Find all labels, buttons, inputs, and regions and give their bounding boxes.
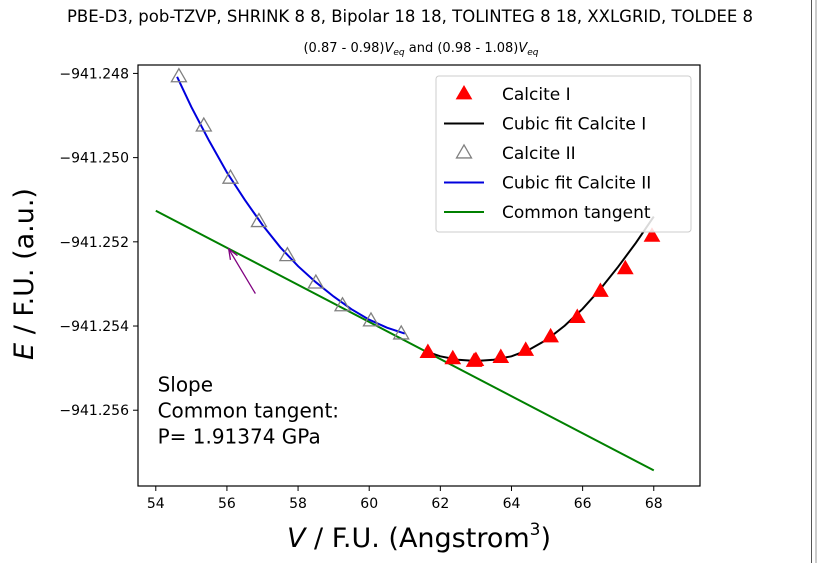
legend-label: Cubic fit Calcite I xyxy=(502,115,646,135)
annotation-line: P= 1.91374 GPa xyxy=(158,425,321,449)
annotation-arrowhead xyxy=(227,247,238,260)
calcite-ii-point xyxy=(362,311,380,327)
window-edge xyxy=(811,0,812,563)
calcite-i-point xyxy=(444,349,462,365)
x-axis-label-sup: 3 xyxy=(530,520,541,540)
calcite-ii-point xyxy=(392,324,410,340)
calcite-ii-point xyxy=(195,116,213,132)
legend-marker-swatch xyxy=(455,84,473,100)
y-tick-label: −941.250 xyxy=(59,151,129,167)
subtitle-middle: and (0.98 - 1.08) xyxy=(405,41,519,56)
plot-inner xyxy=(155,76,655,472)
legend-marker-swatch xyxy=(455,143,473,159)
legend-label: Calcite II xyxy=(502,144,576,164)
legend-label: Cubic fit Calcite II xyxy=(502,174,651,194)
plot-frame xyxy=(137,64,701,487)
y-tick-label: −941.248 xyxy=(59,66,129,82)
calcite-ii-point xyxy=(333,296,352,312)
subtitle-prefix: (0.87 - 0.98) xyxy=(303,41,384,56)
x-axis-label: V / F.U. (Angstrom3) xyxy=(287,520,551,554)
x-axis-label-close: ) xyxy=(540,523,551,554)
subtitle-sub1: eq xyxy=(393,48,405,58)
calcite-i-point xyxy=(568,308,586,324)
y-tick-label: −941.252 xyxy=(59,235,129,251)
calcite-i-point xyxy=(542,327,559,343)
cubic-fit-calcite-i-line xyxy=(427,216,655,363)
x-tick-label: 64 xyxy=(503,496,521,512)
y-tick-label: −941.256 xyxy=(59,403,129,419)
y-axis-label-text: / F.U. (a.u.) xyxy=(9,188,40,343)
cubic-fit-calcite-ii-line xyxy=(176,76,406,335)
subtitle-v1: V xyxy=(384,41,394,56)
calcite-i-point xyxy=(643,227,661,242)
calcite-i-point xyxy=(492,348,510,364)
common-tangent-line xyxy=(155,209,655,472)
calcite-ii-point xyxy=(307,273,325,289)
y-axis-label: E / F.U. (a.u.) xyxy=(9,188,40,360)
calcite-i-point xyxy=(419,343,437,358)
plot-area xyxy=(155,67,661,472)
calcite-i-point xyxy=(517,341,535,356)
x-tick-label: 68 xyxy=(645,496,663,512)
calcite-i-point xyxy=(467,351,485,366)
annotation-arrow xyxy=(228,248,256,294)
subtitle-v2: V xyxy=(518,41,528,56)
x-tick-label: 66 xyxy=(574,496,592,512)
x-axis-label-italic: V xyxy=(287,523,308,554)
x-tick-label: 56 xyxy=(218,496,236,512)
x-tick-label: 62 xyxy=(431,496,449,512)
window-edge-shadow xyxy=(815,0,817,563)
legend-label: Common tangent xyxy=(502,203,651,223)
chart-subtitle: (0.87 - 0.98)Veq and (0.98 - 1.08)Veq xyxy=(303,41,538,58)
calcite-ii-point xyxy=(250,212,268,228)
calcite-ii-point xyxy=(278,246,297,262)
calcite-ii-point xyxy=(170,67,188,83)
y-axis-label-italic: E xyxy=(9,343,40,360)
calcite-i-point xyxy=(616,259,634,275)
legend: Calcite I Cubic fit Calcite I Calcite II Cu… xyxy=(435,75,692,233)
y-tick-label: −941.254 xyxy=(59,319,129,335)
x-tick-label: 58 xyxy=(289,496,307,512)
x-tick-label: 60 xyxy=(360,496,378,512)
chart-title: PBE-D3, pob-TZVP, SHRINK 8 8, Bipolar 18… xyxy=(67,7,753,26)
calcite-ii-point xyxy=(221,168,240,184)
x-axis-label-text: / F.U. (Angstrom xyxy=(305,523,529,554)
calcite-i-point xyxy=(592,282,609,297)
legend-box xyxy=(435,75,692,233)
subtitle-sub2: eq xyxy=(527,48,539,58)
annotation-line: Common tangent: xyxy=(158,399,339,423)
legend-label: Calcite I xyxy=(502,85,571,105)
x-tick-label: 54 xyxy=(147,496,165,512)
axes: 54 56 58 60 62 64 66 68 −941.248 −941.250 −941.252… xyxy=(59,64,701,512)
annotation-line: Slope xyxy=(158,373,214,397)
